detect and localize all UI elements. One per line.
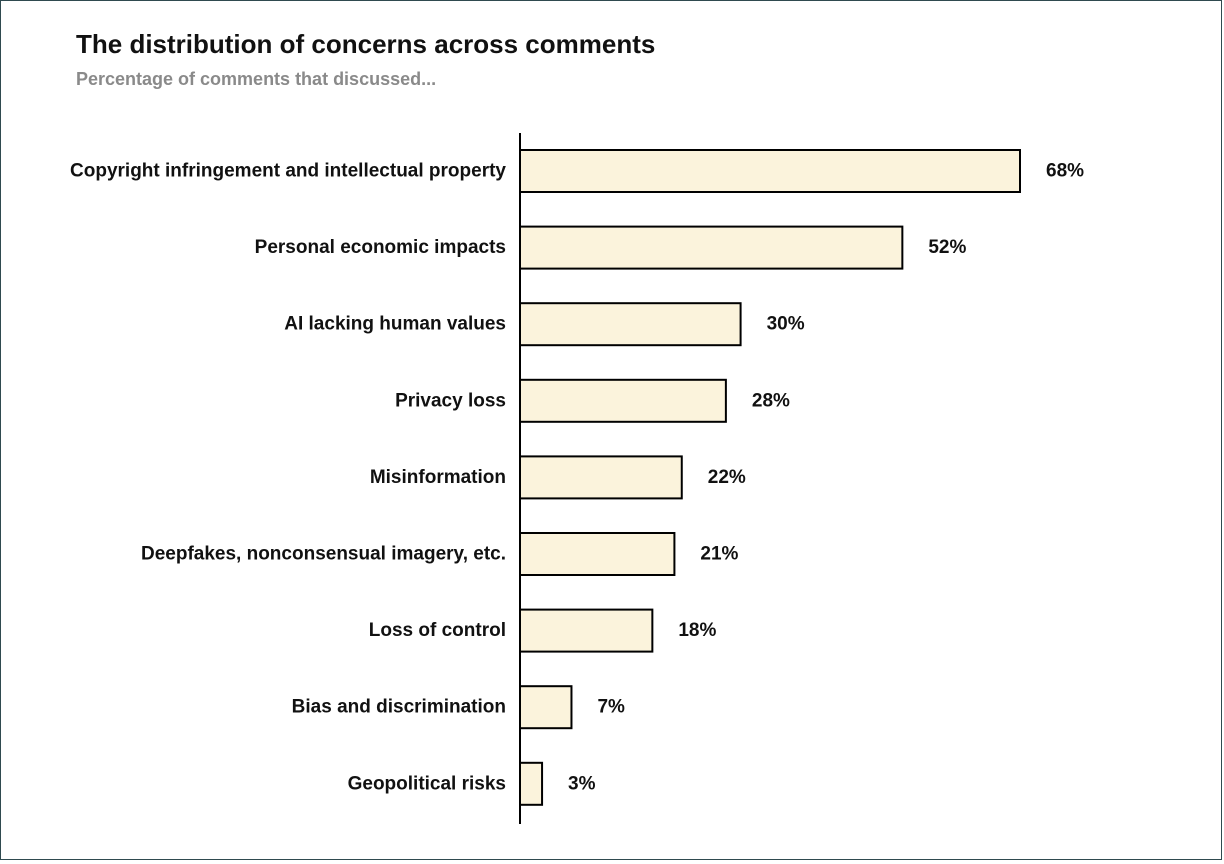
value-label: 22% [708, 467, 746, 488]
bar [519, 532, 676, 576]
chart-title: The distribution of concerns across comm… [76, 29, 656, 59]
bar [519, 149, 1021, 193]
category-label: Bias and discrimination [292, 697, 506, 718]
bar [519, 761, 544, 806]
bar [519, 302, 742, 347]
category-label: Loss of control [369, 620, 506, 641]
bar [519, 685, 573, 730]
category-label: Misinformation [370, 467, 506, 488]
category-label: Geopolitical risks [348, 773, 506, 794]
category-label: Personal economic impacts [255, 237, 506, 258]
value-label: 18% [678, 620, 716, 641]
chart-subtitle: Percentage of comments that discussed... [76, 69, 437, 89]
value-label: 52% [928, 237, 966, 258]
value-label: 7% [597, 697, 625, 718]
category-label: Copyright infringement and intellectual … [70, 161, 506, 182]
bar [519, 378, 727, 423]
bar [519, 455, 683, 500]
value-label: 68% [1046, 161, 1084, 182]
bar [519, 608, 654, 653]
bar [519, 225, 904, 270]
value-label: 28% [752, 390, 790, 411]
value-label: 3% [568, 773, 596, 794]
category-label: Deepfakes, nonconsensual imagery, etc. [141, 544, 506, 565]
category-label: AI lacking human values [284, 314, 506, 335]
value-label: 21% [700, 544, 738, 565]
bars-group: Copyright infringement and intellectual … [70, 149, 1084, 806]
value-label: 30% [767, 314, 805, 335]
category-label: Privacy loss [395, 390, 506, 411]
